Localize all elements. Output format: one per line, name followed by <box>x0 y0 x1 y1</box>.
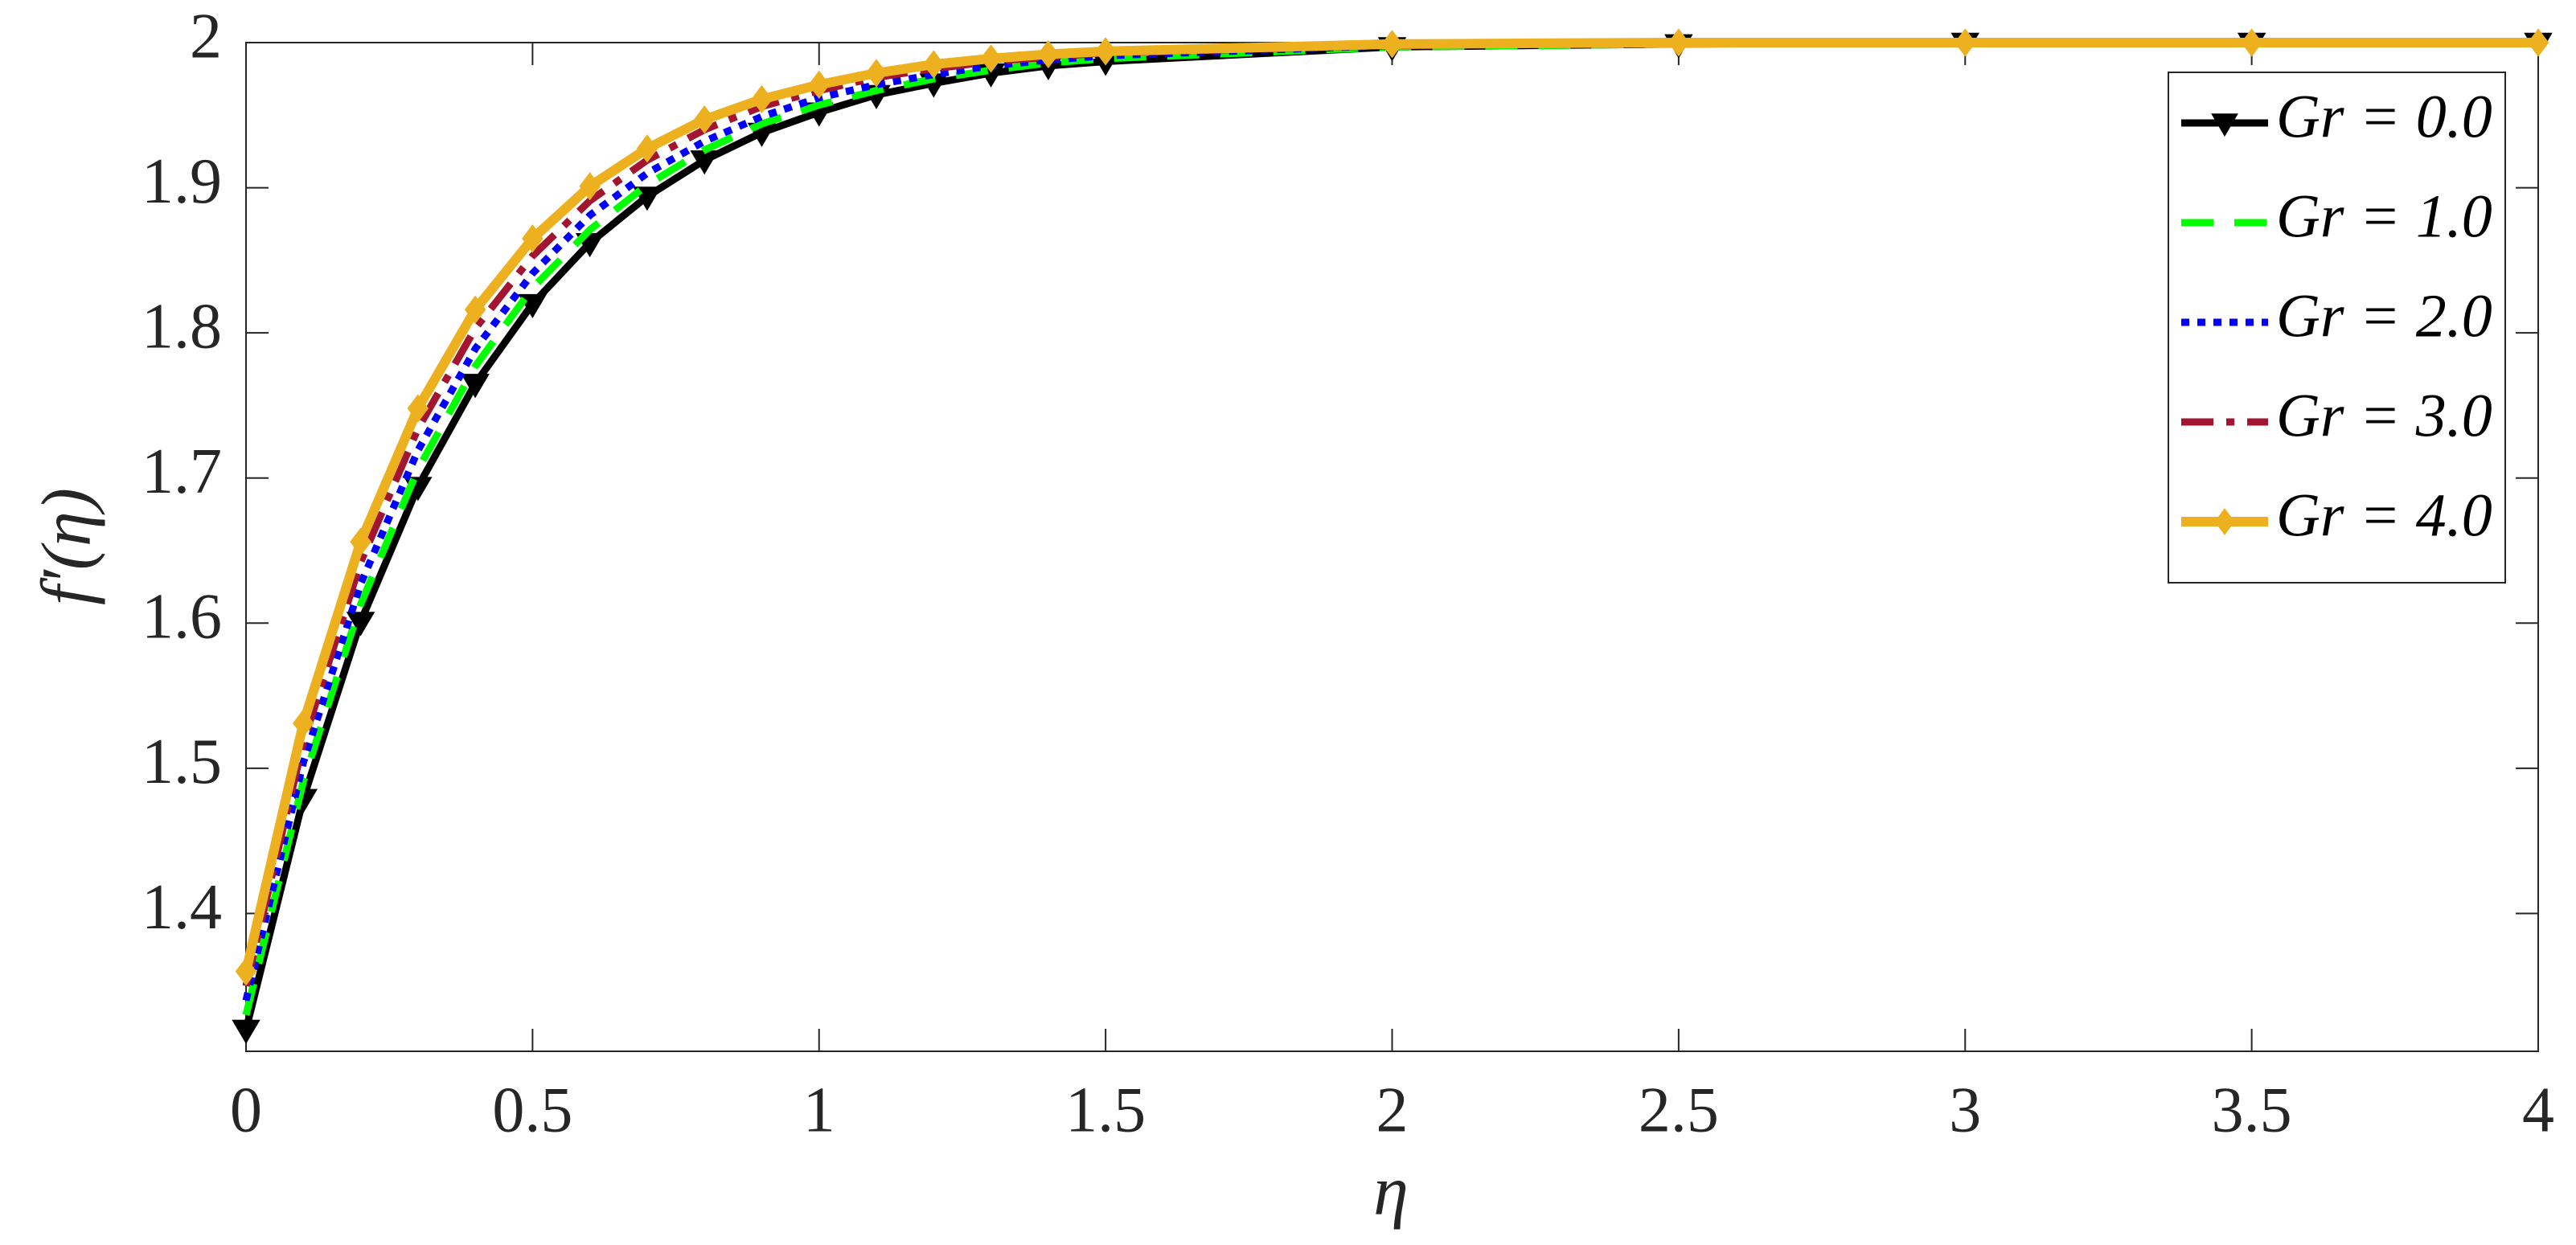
y-tick-label: 2 <box>190 1 222 72</box>
series-marker <box>346 612 375 637</box>
y-tick-label: 1.9 <box>142 146 222 217</box>
series-marker <box>980 44 1002 73</box>
legend-label: Gr = 1.0 <box>2276 182 2492 250</box>
x-tick-label: 3 <box>1949 1075 1981 1145</box>
series-marker <box>522 224 544 253</box>
series-marker <box>464 295 486 324</box>
series-marker <box>865 59 888 88</box>
series-marker <box>2527 28 2549 57</box>
legend-label: Gr = 2.0 <box>2276 282 2492 350</box>
series-marker <box>293 709 314 738</box>
x-tick-label: 4 <box>2522 1075 2554 1145</box>
series-marker <box>636 134 658 163</box>
y-tick-label: 1.7 <box>142 436 222 507</box>
series-marker <box>693 105 716 134</box>
x-tick-label: 3.5 <box>2212 1075 2292 1145</box>
y-tick-label: 1.4 <box>142 872 222 943</box>
legend-marker <box>2211 113 2238 137</box>
plot-lines <box>232 28 2553 1044</box>
series-marker <box>407 394 429 423</box>
series-marker <box>1667 28 1690 57</box>
y-axis-label: f′(η) <box>28 488 106 605</box>
series-marker <box>235 957 257 986</box>
series-marker <box>1955 28 1976 57</box>
legend-marker <box>2214 508 2235 535</box>
legend-label: Gr = 3.0 <box>2276 382 2492 449</box>
series-marker <box>751 84 773 114</box>
series-marker <box>2241 28 2262 57</box>
y-tick-label: 1.5 <box>142 727 222 797</box>
x-tick-label: 2 <box>1376 1075 1409 1145</box>
x-axis-label: η <box>1373 1153 1409 1231</box>
x-tick-label: 1.5 <box>1065 1075 1146 1145</box>
series-marker <box>1094 37 1117 66</box>
series-marker <box>1381 30 1403 59</box>
series-marker <box>579 172 601 201</box>
series-marker <box>232 1019 260 1044</box>
legend-box <box>2168 72 2506 584</box>
series-marker <box>350 527 371 556</box>
y-tick-label: 1.6 <box>142 582 222 653</box>
legend-label: Gr = 0.0 <box>2276 83 2492 150</box>
y-tick-label: 1.8 <box>142 292 222 362</box>
series-marker <box>1037 39 1060 69</box>
series-marker <box>808 70 830 100</box>
x-tick-label: 2.5 <box>1639 1075 1719 1145</box>
series-line <box>242 39 2538 1016</box>
series-marker <box>923 50 945 79</box>
x-tick-label: 1 <box>803 1075 835 1145</box>
x-tick-label: 0.5 <box>492 1075 572 1145</box>
series-marker <box>461 374 490 399</box>
x-tick-label: 0 <box>230 1075 262 1145</box>
legend-label: Gr = 4.0 <box>2276 481 2492 549</box>
